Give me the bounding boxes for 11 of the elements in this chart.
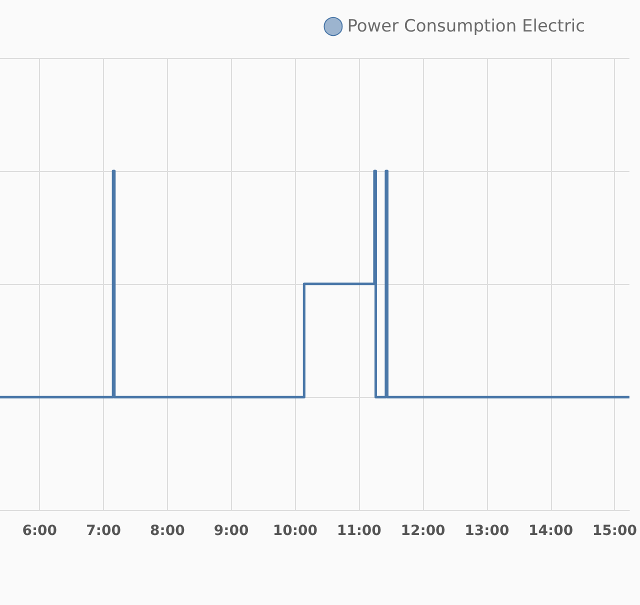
x-tick-label: 15:00 <box>592 523 638 539</box>
x-tick-label: 12:00 <box>400 523 446 539</box>
x-tick-label: 10:00 <box>272 523 318 539</box>
x-tick-label: 14:00 <box>528 523 574 539</box>
x-tick-label: 7:00 <box>86 523 122 539</box>
x-tick-label: 6:00 <box>22 523 58 539</box>
x-tick-label: 9:00 <box>214 523 249 539</box>
x-tick-label: 13:00 <box>464 523 510 539</box>
x-tick-label: 11:00 <box>336 523 382 539</box>
x-tick-label: 8:00 <box>150 523 186 539</box>
legend-label: Power Consumption Electric <box>347 16 586 36</box>
